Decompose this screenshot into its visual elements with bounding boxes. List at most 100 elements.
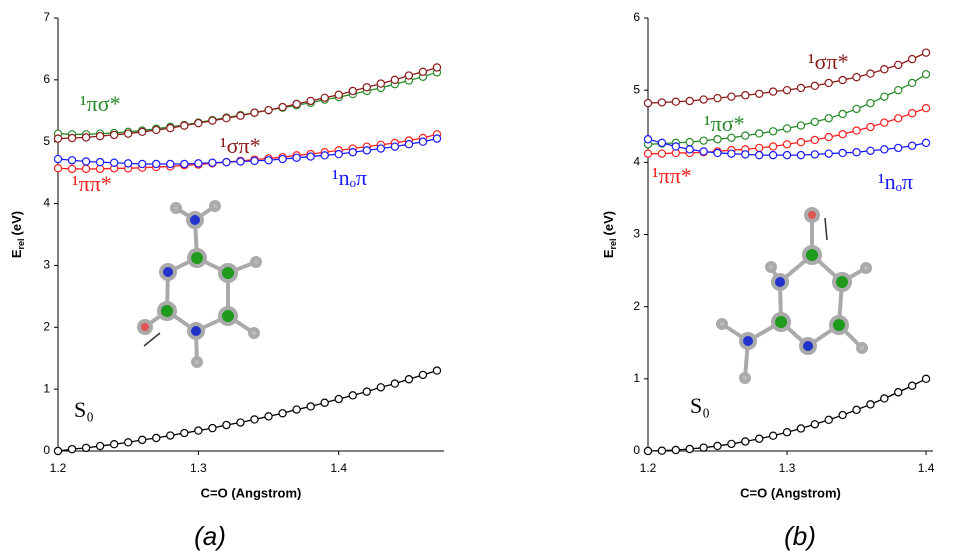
y-title-sub: rel (16, 238, 26, 249)
y-title-unit: (eV) (9, 211, 24, 236)
point (237, 158, 244, 165)
point (97, 133, 104, 140)
point (251, 157, 258, 164)
y-tick-label: 7 (43, 10, 50, 24)
point (349, 149, 356, 156)
point (139, 128, 146, 135)
point (672, 446, 679, 453)
point (181, 429, 188, 436)
point (419, 138, 426, 145)
point (321, 152, 328, 159)
point (363, 388, 370, 395)
x-axis-title: C=O (Angstrom) (740, 485, 841, 500)
x-tick-label: 1.4 (918, 461, 935, 475)
point (223, 159, 230, 166)
caption: (b) (784, 521, 816, 551)
series-label: ¹nₒπ (878, 169, 913, 194)
point (419, 371, 426, 378)
point (922, 49, 929, 56)
point (867, 100, 874, 107)
y-tick-label: 0 (633, 443, 640, 457)
series-label: ¹σπ* (808, 49, 849, 74)
point (54, 165, 61, 172)
y-tick-label: 2 (43, 319, 50, 333)
y-tick-label: 5 (633, 82, 640, 96)
point (279, 410, 286, 417)
point (797, 425, 804, 432)
point (167, 432, 174, 439)
point (658, 139, 665, 146)
y-tick-label: 6 (43, 72, 50, 86)
y-tick-label: 6 (633, 10, 640, 24)
point (97, 159, 104, 166)
point (756, 130, 763, 137)
point (797, 139, 804, 146)
point (756, 90, 763, 97)
point (209, 117, 216, 124)
point (349, 87, 356, 94)
point (811, 136, 818, 143)
point (265, 107, 272, 114)
point (265, 413, 272, 420)
point (922, 105, 929, 112)
point (335, 91, 342, 98)
point (867, 70, 874, 77)
y-tick-label: 1 (43, 381, 50, 395)
point (167, 125, 174, 132)
point (825, 416, 832, 423)
point (756, 435, 763, 442)
point (209, 425, 216, 432)
point (335, 395, 342, 402)
point (853, 74, 860, 81)
y-tick-label: 1 (633, 371, 640, 385)
series-label: S₀ (690, 393, 710, 418)
point (54, 135, 61, 142)
point (405, 72, 412, 79)
point (167, 160, 174, 167)
point (867, 123, 874, 130)
point (223, 115, 230, 122)
point (686, 139, 693, 146)
point (742, 92, 749, 99)
point (783, 141, 790, 148)
x-tick-label: 1.3 (779, 461, 796, 475)
point (714, 95, 721, 102)
y-title-main: E (9, 249, 24, 258)
point (700, 137, 707, 144)
point (714, 442, 721, 449)
point (139, 436, 146, 443)
point (728, 440, 735, 447)
point (909, 382, 916, 389)
point (68, 157, 75, 164)
y-title-unit: (eV) (601, 211, 616, 236)
y-axis-title: Erel(eV) (601, 211, 618, 258)
point (237, 419, 244, 426)
point (770, 88, 777, 95)
molecule-a (139, 202, 260, 366)
point (825, 115, 832, 122)
point (293, 100, 300, 107)
point (895, 389, 902, 396)
point (377, 145, 384, 152)
point (839, 76, 846, 83)
point (881, 395, 888, 402)
point (363, 147, 370, 154)
point (153, 126, 160, 133)
point (153, 160, 160, 167)
point (68, 134, 75, 141)
point (279, 155, 286, 162)
point (644, 100, 651, 107)
point (672, 98, 679, 105)
point (279, 103, 286, 110)
point (54, 155, 61, 162)
point (895, 61, 902, 68)
y-tick-label: 3 (43, 258, 50, 272)
point (686, 97, 693, 104)
point (770, 152, 777, 159)
point (391, 76, 398, 83)
point (111, 441, 118, 448)
point (125, 130, 132, 137)
point (867, 147, 874, 154)
point (811, 82, 818, 89)
point (853, 127, 860, 134)
